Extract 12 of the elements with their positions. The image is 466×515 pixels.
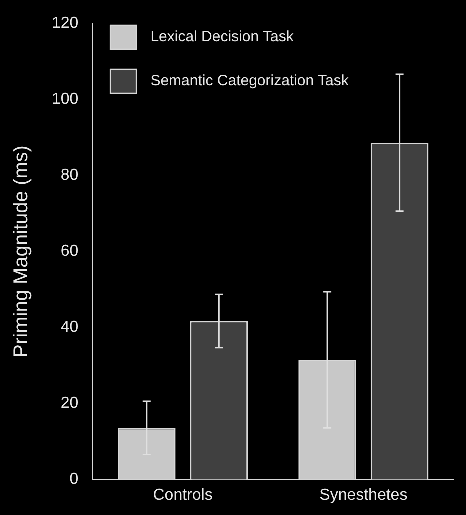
y-tick-label: 100 xyxy=(52,91,79,108)
y-tick-label: 40 xyxy=(60,319,79,336)
x-tick-label: Synesthetes xyxy=(320,486,408,504)
y-tick-label: 0 xyxy=(70,471,79,488)
y-tick-label: 80 xyxy=(60,167,79,184)
x-tick-label: Controls xyxy=(153,486,213,504)
y-tick-label: 60 xyxy=(60,243,79,260)
y-tick-label: 120 xyxy=(52,15,79,32)
legend-label: Lexical Decision Task xyxy=(150,28,294,46)
y-tick-label: 20 xyxy=(60,395,79,412)
y-axis-title: Priming Magnitude (ms) xyxy=(10,146,33,358)
legend-label: Semantic Categorization Task xyxy=(150,72,350,90)
